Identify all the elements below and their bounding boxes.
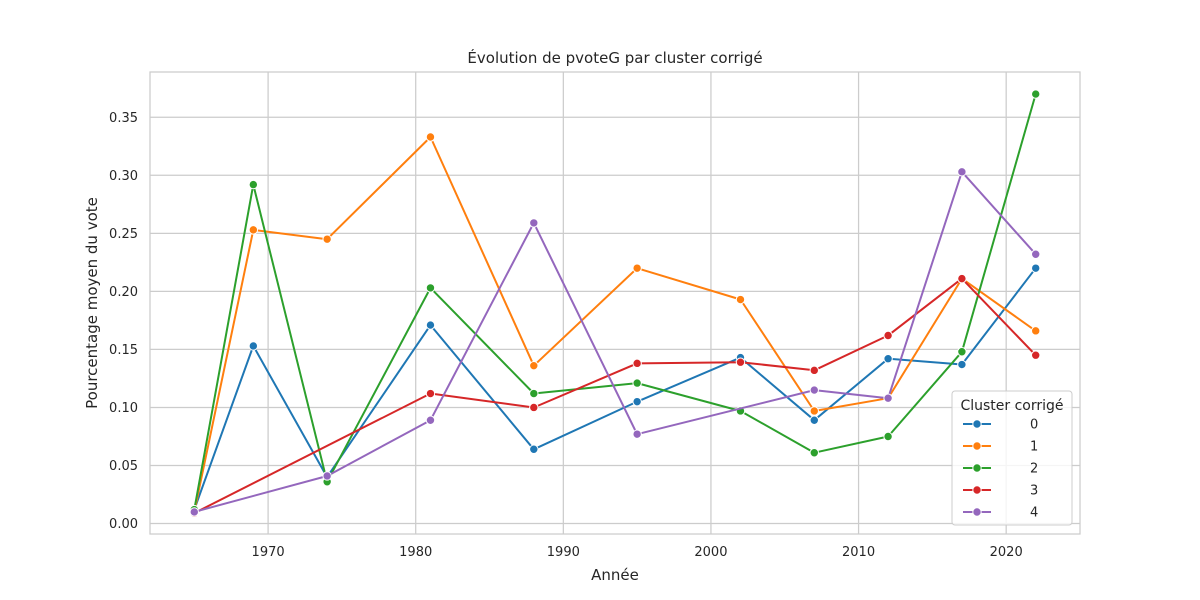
series-3-point bbox=[1031, 350, 1041, 360]
legend-marker-swatch bbox=[972, 463, 982, 473]
series-2-point bbox=[809, 448, 819, 458]
x-tick-label: 1980 bbox=[399, 545, 432, 560]
x-axis-ticks: 1970 1980 1990 2000 2010 2020 bbox=[252, 545, 1023, 560]
series-3-point bbox=[425, 388, 436, 399]
series-2-point bbox=[425, 283, 436, 293]
series-2-point bbox=[529, 388, 539, 399]
legend-item-4: 4 bbox=[963, 506, 1038, 521]
y-axis-ticks: 0.00 0.05 0.10 0.15 0.20 0.25 0.30 0.35 bbox=[109, 111, 138, 532]
chart-title: Évolution de pvoteG par cluster corrigé bbox=[467, 48, 762, 67]
legend-title: Cluster corrigé bbox=[960, 398, 1063, 414]
series-0-point bbox=[425, 320, 436, 330]
plot-area-frame bbox=[149, 71, 1081, 535]
series-4-point bbox=[425, 415, 436, 425]
x-axis-label: Année bbox=[591, 566, 639, 584]
series-4-line bbox=[194, 170, 1037, 513]
series-4-point bbox=[809, 385, 819, 395]
series-2-point bbox=[883, 431, 893, 442]
series-0-point bbox=[1031, 263, 1041, 273]
legend-item-3: 3 bbox=[963, 484, 1038, 499]
legend-marker-swatch bbox=[972, 485, 982, 495]
series-3-point bbox=[529, 402, 539, 413]
legend-marker-swatch bbox=[972, 419, 982, 429]
series-0-point bbox=[529, 444, 539, 454]
series-4-point bbox=[1031, 249, 1041, 259]
series-0-point bbox=[632, 396, 642, 407]
series-4-point bbox=[529, 218, 539, 228]
legend-marker-swatch bbox=[972, 441, 982, 451]
legend-label: 1 bbox=[1030, 440, 1038, 455]
series-4-point bbox=[189, 507, 199, 517]
x-tick-label: 2020 bbox=[990, 545, 1023, 560]
series-1-point bbox=[735, 294, 746, 305]
series-4-point bbox=[957, 167, 967, 177]
series-3-point bbox=[883, 330, 893, 341]
series-2-point bbox=[632, 378, 642, 388]
y-tick-label: 0.20 bbox=[109, 285, 138, 300]
y-tick-label: 0.35 bbox=[109, 111, 138, 126]
series-group bbox=[189, 89, 1041, 518]
grid bbox=[150, 72, 1080, 534]
legend-marker-swatch bbox=[972, 507, 982, 517]
series-1-point bbox=[322, 234, 332, 244]
series-1-point bbox=[1031, 326, 1041, 336]
series-3-point bbox=[809, 365, 819, 376]
series-3-point bbox=[957, 273, 967, 284]
legend-label: 3 bbox=[1030, 484, 1038, 499]
legend-item-1: 1 bbox=[963, 440, 1038, 455]
y-tick-label: 0.10 bbox=[109, 401, 138, 416]
legend: Cluster corrigé 0 1 2 3 4 bbox=[951, 390, 1073, 526]
legend-label: 2 bbox=[1030, 462, 1038, 477]
y-tick-label: 0.25 bbox=[109, 227, 138, 242]
series-1-point bbox=[809, 406, 819, 416]
series-3-point bbox=[735, 357, 746, 367]
series-3-point bbox=[632, 358, 642, 369]
series-4-point bbox=[322, 471, 332, 481]
legend-label: 4 bbox=[1030, 506, 1038, 521]
legend-item-0: 0 bbox=[963, 418, 1038, 433]
series-3 bbox=[189, 273, 1041, 518]
series-4 bbox=[189, 167, 1041, 517]
y-tick-label: 0.15 bbox=[109, 343, 138, 358]
series-4-point bbox=[883, 393, 893, 403]
series-0-point bbox=[248, 341, 259, 351]
series-0-point bbox=[809, 415, 819, 425]
series-0-point bbox=[957, 359, 967, 370]
x-tick-label: 1990 bbox=[547, 545, 580, 560]
series-2-line bbox=[193, 93, 1037, 510]
y-tick-label: 0.30 bbox=[109, 169, 138, 184]
series-1-point bbox=[529, 360, 539, 371]
series-1-point bbox=[248, 225, 259, 235]
series-4-point bbox=[632, 429, 642, 439]
series-2-point bbox=[248, 179, 259, 190]
x-tick-label: 2000 bbox=[694, 545, 727, 560]
y-axis-label: Pourcentage moyen du vote bbox=[83, 197, 101, 409]
x-tick-label: 1970 bbox=[252, 545, 285, 560]
series-1-point bbox=[632, 263, 642, 273]
legend-item-2: 2 bbox=[963, 462, 1038, 477]
series-1-point bbox=[425, 132, 436, 142]
legend-label: 0 bbox=[1030, 418, 1038, 433]
y-tick-label: 0.00 bbox=[109, 517, 138, 532]
series-0-point bbox=[883, 354, 893, 364]
series-2-point bbox=[957, 347, 967, 357]
legend-items: 0 1 2 3 4 bbox=[963, 418, 1038, 521]
series-2-point bbox=[1031, 89, 1041, 99]
x-tick-label: 2010 bbox=[842, 545, 875, 560]
y-tick-label: 0.05 bbox=[109, 459, 138, 474]
